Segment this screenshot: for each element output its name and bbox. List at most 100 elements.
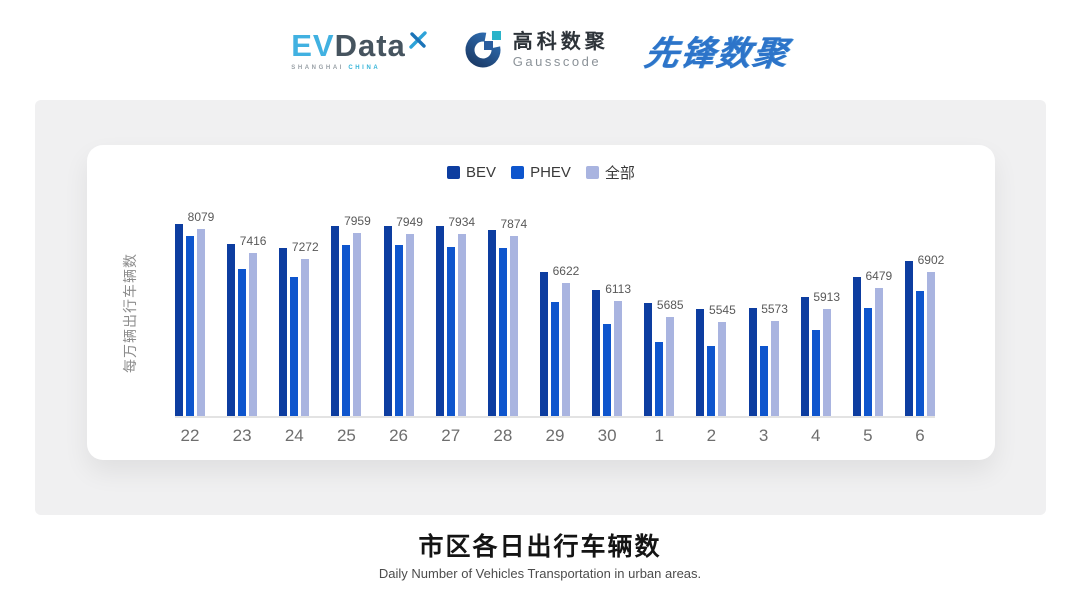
x-tick-label: 5 [863,426,873,445]
x-tick-label: 27 [441,426,461,445]
bar-bev [800,297,809,416]
bar-group: 7949 26 [383,208,423,445]
bar-bev [331,226,340,416]
bar-phev [342,245,351,416]
chart-legend: BEV PHEV 全部 [87,162,995,183]
bar-value-label: 5685 [656,298,684,312]
x-tick-label: 4 [810,426,821,445]
legend-swatch-icon [511,166,525,179]
bar-group: 5685 1 [644,208,684,445]
bar-bev [696,309,705,416]
legend-label: 全部 [604,165,635,182]
bar-phev [655,342,664,416]
bar-value-label: 7416 [239,234,267,248]
bar-value-label: 5573 [761,302,788,316]
bar-全部 [926,272,935,416]
bar-bev [644,303,653,416]
bar-group: 7959 25 [331,208,371,445]
bar-bev [487,230,496,416]
bar-phev [498,248,507,416]
bar-group: 7416 23 [227,208,266,445]
bar-group: 6479 5 [852,208,892,445]
bar-全部 [509,236,518,416]
x-tick-label: 25 [336,426,356,445]
gausscode-cn: 高科数聚 [512,31,609,53]
x-propeller-icon [408,24,428,55]
bar-group: 6622 29 [539,208,579,445]
evdata-ev-text: EV [291,27,335,63]
bar-value-label: 6622 [552,264,580,278]
bar-group: 6113 30 [592,208,631,445]
bar-value-label: 6479 [865,269,893,283]
bar-group: 5573 3 [748,208,788,445]
gausscode-en: Gausscode [512,54,602,69]
x-tick-label: 23 [232,426,252,445]
bar-value-label: 7949 [396,215,423,229]
bar-value-label: 7959 [344,214,371,228]
bar-全部 [457,234,466,416]
gausscode-logo: 高科数聚 Gausscode [464,27,609,74]
legend-swatch-icon [585,166,599,179]
bar-bev [748,308,757,416]
gausscode-text: 高科数聚 Gausscode [513,31,609,69]
bar-全部 [874,288,883,416]
bar-value-label: 6902 [917,253,945,267]
bar-phev [811,330,820,416]
xianfeng-logo: 先锋数聚 [641,34,791,73]
bar-phev [915,291,924,416]
evdata-logo: EV Data SHANGHAI CHINA [291,30,428,71]
gausscode-g-icon [464,27,504,74]
x-tick-label: 1 [654,426,664,445]
evdata-wordmark: EV Data [291,30,428,61]
evdata-tagline-right: CHINA [348,64,381,71]
bar-全部 [718,322,727,416]
bar-bev [227,244,236,416]
legend-label: BEV [466,164,497,181]
x-tick-label: 30 [597,426,617,445]
bar-bev [279,248,288,416]
bar-groups: 8079 22 7416 23 7272 24 7959 25 7949 26 7934 27 7874… [175,208,944,445]
legend-item-all[interactable]: 全部 [585,162,635,183]
bar-phev [603,324,612,416]
bar-group: 7874 28 [487,208,527,445]
bar-bev [539,272,548,416]
x-tick-label: 29 [545,426,565,445]
bar-value-label: 7934 [448,215,476,229]
bar-phev [550,302,559,416]
bar-group: 5545 2 [696,208,736,445]
bar-bev [904,261,913,416]
bar-phev [238,269,247,416]
evdata-tagline-left: SHANGHAI [291,64,345,71]
legend-item-bev[interactable]: BEV [447,164,496,181]
page-subtitle: Daily Number of Vehicles Transportation … [378,566,702,581]
y-axis-title: 每万辆出行车辆数 [115,208,145,418]
x-tick-label: 3 [758,426,769,445]
bar-全部 [770,321,779,416]
bar-全部 [561,283,570,416]
bar-group: 7272 24 [279,208,319,445]
bar-phev [186,236,194,416]
bar-value-label: 7272 [291,240,319,254]
bar-phev [759,346,768,416]
evdata-tagline: SHANGHAI CHINA [291,65,380,71]
bar-全部 [301,259,310,416]
x-tick-label: 28 [493,426,513,445]
bar-value-label: 6113 [605,282,632,296]
bar-group: 7934 27 [435,208,475,445]
legend-swatch-icon [447,166,461,179]
legend-item-phev[interactable]: PHEV [511,164,571,181]
y-axis-title-text: 每万辆出行车辆数 [122,253,138,373]
bar-bev [175,224,183,416]
bar-bev [383,226,392,416]
bar-phev [863,308,872,416]
bar-value-label: 8079 [187,210,215,224]
bar-group: 8079 22 [175,208,214,445]
bar-value-label: 7874 [500,217,528,231]
x-tick-label: 2 [706,426,717,445]
evdata-data-text: Data [334,27,406,63]
plot-area: 8079 22 7416 23 7272 24 7959 25 7949 26 7934 27 7874… [175,208,944,445]
bar-bev [435,226,444,416]
bar-bev [592,290,601,416]
bar-全部 [614,301,623,416]
bar-全部 [249,253,258,416]
